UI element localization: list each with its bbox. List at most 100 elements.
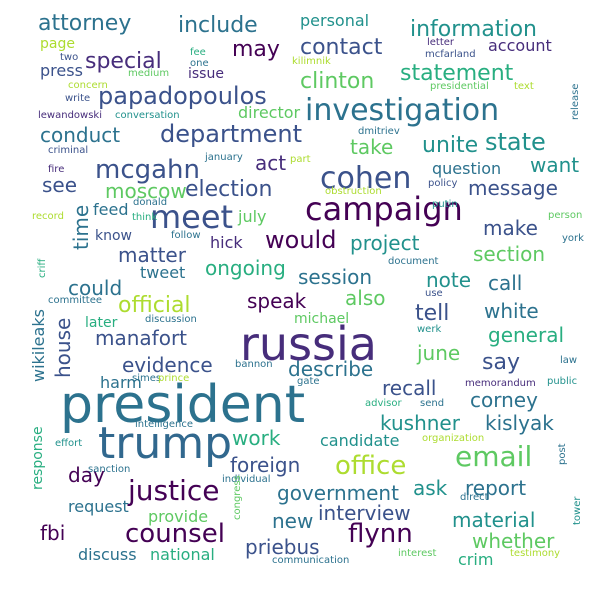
word-post: post bbox=[557, 443, 568, 465]
word-fire: fire bbox=[48, 164, 64, 175]
word-tell: tell bbox=[415, 301, 449, 326]
word-report: report bbox=[465, 476, 526, 500]
word-presidential: presidential bbox=[430, 81, 489, 92]
word-evidence: evidence bbox=[122, 353, 213, 377]
word-would: would bbox=[265, 226, 336, 254]
word-trump: trump bbox=[98, 418, 232, 469]
word-lewandowski: lewandowski bbox=[38, 110, 102, 121]
word-direct: direct bbox=[460, 492, 489, 503]
word-record: record bbox=[32, 211, 64, 222]
word-congress: congress bbox=[232, 475, 243, 520]
word-feed: feed bbox=[93, 200, 128, 219]
word-response: response bbox=[30, 426, 46, 490]
word-project: project bbox=[350, 231, 420, 255]
word-tweet: tweet bbox=[140, 263, 185, 282]
word-note: note bbox=[426, 268, 471, 292]
word-session: session bbox=[298, 265, 372, 289]
word-write: write bbox=[65, 93, 90, 104]
word-act: act bbox=[255, 151, 286, 175]
word-july: july bbox=[237, 207, 267, 226]
word-foreign: foreign bbox=[230, 453, 300, 477]
word-individual: individual bbox=[222, 474, 271, 485]
word-campaign: campaign bbox=[305, 190, 463, 228]
word-wikileaks: wikileaks bbox=[29, 309, 48, 382]
word-communication: communication bbox=[272, 555, 349, 566]
word-state: state bbox=[485, 128, 546, 156]
word-discuss: discuss bbox=[78, 545, 137, 564]
word-mcfarland: mcfarland bbox=[425, 49, 476, 60]
word-department: department bbox=[160, 120, 302, 148]
word-matter: matter bbox=[118, 243, 187, 267]
word-conversation: conversation bbox=[115, 110, 180, 121]
word-meet: meet bbox=[150, 198, 233, 236]
word-flynn: flynn bbox=[348, 519, 413, 549]
word-information: information bbox=[410, 17, 537, 42]
word-candidate: candidate bbox=[320, 431, 399, 450]
word-interest: interest bbox=[398, 548, 436, 559]
word-fbi: fbi bbox=[40, 521, 65, 545]
word-policy: policy bbox=[428, 178, 458, 189]
word-public: public bbox=[547, 376, 577, 387]
word-send: send bbox=[420, 398, 444, 409]
word-issue: issue bbox=[188, 66, 224, 82]
word-two: two bbox=[60, 52, 78, 63]
word-make: make bbox=[483, 216, 538, 240]
word-message: message bbox=[468, 176, 558, 200]
word-say: say bbox=[482, 350, 520, 375]
word-criminal: criminal bbox=[48, 145, 88, 156]
word-want: want bbox=[530, 153, 579, 177]
word-request: request bbox=[68, 497, 129, 516]
word-fee: fee bbox=[190, 47, 206, 58]
word-one: one bbox=[190, 58, 209, 69]
word-priebus: priebus bbox=[245, 535, 320, 559]
word-january: january bbox=[204, 152, 243, 163]
word-papadopoulos: papadopoulos bbox=[98, 82, 267, 110]
word-discussion: discussion bbox=[145, 314, 197, 325]
word-kilimnik: kilimnik bbox=[292, 56, 331, 67]
word-president: president bbox=[60, 375, 305, 435]
word-memorandum: memorandum bbox=[465, 378, 536, 389]
word-could: could bbox=[68, 276, 122, 300]
word-obstruction: obstruction bbox=[325, 186, 382, 197]
word-election: election bbox=[185, 177, 272, 202]
word-release: release bbox=[570, 84, 581, 120]
word-law: law bbox=[560, 355, 577, 366]
word-committee: committee bbox=[48, 295, 102, 306]
word-investigation: investigation bbox=[305, 93, 499, 128]
word-person: person bbox=[548, 210, 582, 221]
word-kislyak: kislyak bbox=[485, 411, 554, 435]
word-intelligence: intelligence bbox=[135, 419, 193, 430]
word-putin: putin bbox=[432, 199, 458, 210]
word-concern: concern bbox=[68, 80, 108, 91]
word-effort: effort bbox=[55, 438, 82, 449]
word-bannon: bannon bbox=[235, 359, 273, 370]
word-question: question bbox=[432, 159, 501, 178]
word-also: also bbox=[345, 286, 385, 310]
word-follow: follow bbox=[171, 230, 201, 241]
word-dmitriev: dmitriev bbox=[358, 126, 400, 137]
word-advisor: advisor bbox=[365, 398, 403, 409]
word-harm: harm bbox=[100, 373, 142, 392]
word-official: official bbox=[118, 293, 191, 318]
word-part: part bbox=[290, 154, 311, 165]
word-new: new bbox=[272, 509, 313, 533]
word-hick: hick bbox=[210, 233, 243, 252]
word-whether: whether bbox=[472, 529, 555, 553]
word-russia: russia bbox=[240, 317, 377, 371]
word-document: document bbox=[388, 256, 439, 267]
word-medium: medium bbox=[128, 68, 169, 79]
word-call: call bbox=[488, 271, 522, 295]
word-provide: provide bbox=[148, 507, 208, 526]
word-director: director bbox=[238, 103, 301, 122]
word-conduct: conduct bbox=[40, 123, 120, 147]
word-moscow: moscow bbox=[105, 179, 187, 203]
word-werk: werk bbox=[417, 324, 441, 335]
word-contact: contact bbox=[300, 35, 383, 60]
word-include: include bbox=[178, 13, 258, 38]
word-ongoing: ongoing bbox=[205, 256, 286, 280]
word-see: see bbox=[42, 173, 77, 197]
word-sanction: sanction bbox=[88, 464, 130, 475]
word-attorney: attorney bbox=[38, 11, 131, 36]
word-special: special bbox=[85, 49, 162, 74]
word-take: take bbox=[350, 135, 393, 159]
